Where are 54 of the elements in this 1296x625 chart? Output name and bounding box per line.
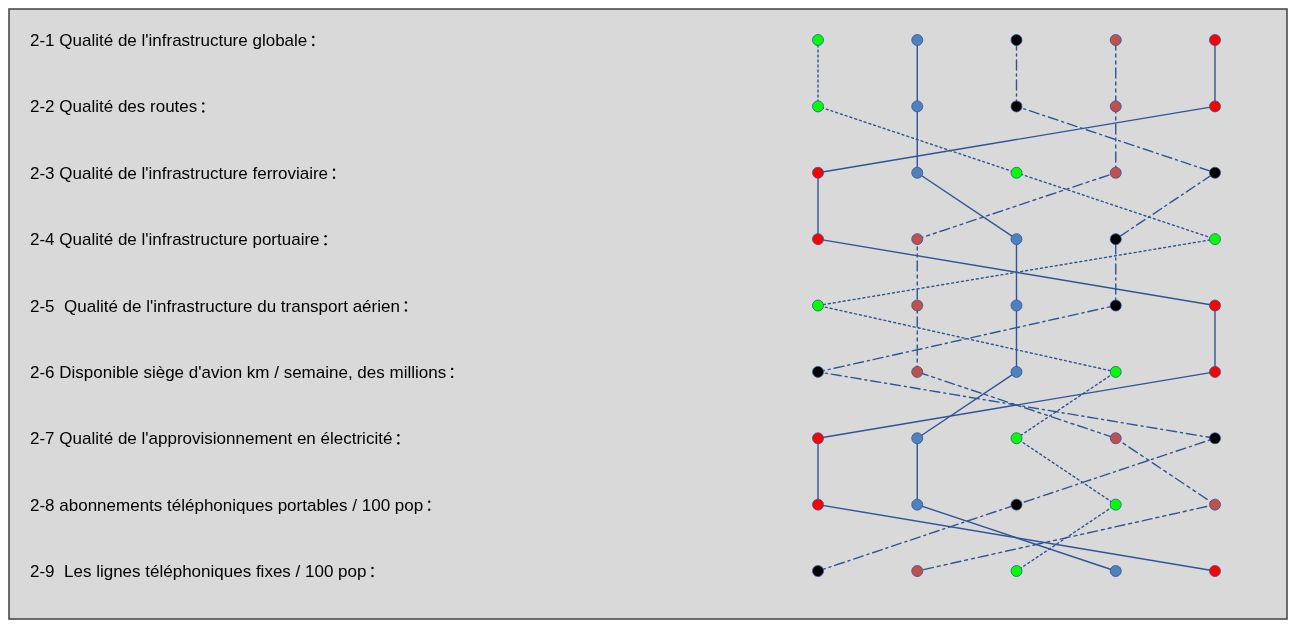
- point: [1010, 233, 1023, 246]
- point: [1010, 166, 1023, 179]
- point: [1109, 299, 1122, 312]
- point: [812, 365, 824, 378]
- point: [911, 166, 924, 179]
- point: [911, 365, 924, 378]
- point: [812, 166, 824, 179]
- point: [1209, 565, 1221, 577]
- point: [1209, 233, 1221, 246]
- point: [911, 34, 924, 46]
- point: [911, 498, 924, 511]
- point: [1010, 498, 1023, 511]
- point: [1109, 233, 1122, 246]
- point: [1010, 299, 1023, 312]
- y-tick-label: 2-1 Qualité de l'infrastructure globale: [30, 31, 308, 50]
- point: [1010, 565, 1023, 577]
- point: [1209, 100, 1221, 113]
- point: [1010, 432, 1023, 445]
- point: [812, 565, 824, 577]
- y-tick-label: 2-2 Qualité des routes: [30, 97, 198, 117]
- point: [1209, 34, 1221, 46]
- point: [812, 498, 824, 511]
- point: [812, 432, 824, 445]
- point: [1109, 34, 1122, 46]
- point: [911, 299, 924, 312]
- point: [1010, 34, 1023, 46]
- point: [812, 100, 824, 113]
- point: [911, 100, 924, 113]
- point: [1209, 299, 1221, 312]
- point: [1209, 498, 1221, 511]
- y-tick-label: 2-8 abonnements téléphoniques portables / 100 pop: [30, 495, 424, 515]
- y-tick-label: 2-5 Qualité de l'infrastructure du transport aérien: [30, 296, 400, 316]
- y-tick-label: 2-4 Qualité de l'infrastructure portuaire: [30, 230, 320, 250]
- point: [1209, 365, 1221, 378]
- point: [812, 299, 824, 312]
- y-tick-label: 2-3 Qualité de l'infrastructure ferroviaire: [30, 163, 329, 183]
- point: [1209, 166, 1221, 179]
- point: [911, 565, 924, 577]
- point: [1109, 565, 1122, 577]
- point: [1010, 365, 1023, 378]
- point: [1109, 166, 1122, 179]
- point: [812, 233, 824, 246]
- point: [1109, 100, 1122, 113]
- point: [911, 432, 924, 445]
- y-tick-label: 2-9 Les lignes téléphoniques fixes / 100 pop: [30, 562, 367, 581]
- point: [1109, 498, 1122, 511]
- point: [1109, 365, 1122, 378]
- y-tick-label: 2-7 Qualité de l'approvisionnement en électricité: [30, 429, 393, 449]
- point: [1109, 432, 1122, 445]
- point: [911, 233, 924, 246]
- point: [812, 34, 824, 46]
- point: [1209, 432, 1221, 445]
- y-tick-label: 2-6 Disponible siège d'avion km / semaine, des millions: [30, 362, 447, 382]
- point: [1010, 100, 1023, 113]
